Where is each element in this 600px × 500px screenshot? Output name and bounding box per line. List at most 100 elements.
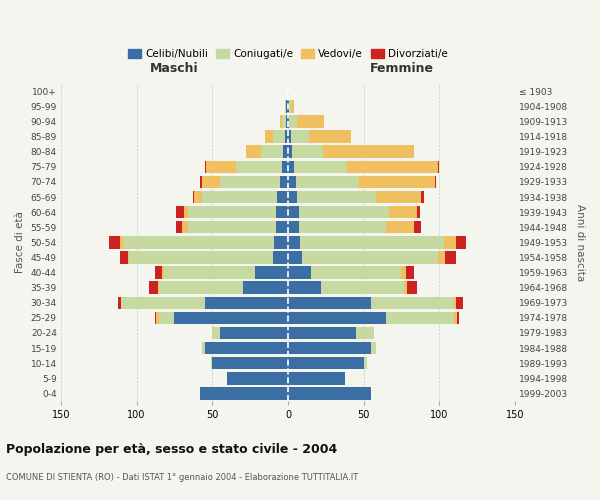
Bar (202, 176, 220, 188)
Bar (288, 282, 321, 294)
Bar (288, 342, 371, 354)
Bar (364, 357, 367, 370)
Bar (188, 221, 276, 234)
Bar (212, 327, 220, 339)
Bar (389, 206, 416, 218)
Bar (386, 221, 413, 234)
Bar (454, 312, 457, 324)
Bar (118, 296, 121, 309)
Bar (276, 221, 288, 234)
Bar (202, 191, 277, 203)
Bar (163, 266, 164, 278)
Bar (401, 266, 406, 278)
Bar (321, 282, 404, 294)
Legend: Celibi/Nubili, Coniugati/e, Vedovi/e, Divorziati/e: Celibi/Nubili, Coniugati/e, Vedovi/e, Di… (124, 44, 452, 63)
Bar (120, 251, 128, 264)
Y-axis label: Fasce di età: Fasce di età (15, 212, 25, 274)
Bar (288, 357, 364, 370)
Bar (276, 206, 288, 218)
Bar (188, 206, 276, 218)
Bar (212, 357, 288, 370)
Bar (205, 160, 206, 173)
Bar (288, 387, 371, 400)
Bar (297, 116, 324, 128)
Bar (242, 282, 288, 294)
Bar (288, 116, 289, 128)
Bar (288, 327, 356, 339)
Bar (292, 146, 323, 158)
Bar (245, 146, 261, 158)
Bar (280, 116, 282, 128)
Bar (323, 146, 413, 158)
Bar (205, 296, 288, 309)
Bar (176, 206, 184, 218)
Bar (206, 160, 236, 173)
Bar (356, 327, 374, 339)
Text: Femmine: Femmine (370, 62, 433, 74)
Bar (289, 116, 297, 128)
Bar (445, 251, 456, 264)
Bar (205, 342, 288, 354)
Bar (236, 160, 282, 173)
Text: Maschi: Maschi (150, 62, 199, 74)
Bar (155, 266, 163, 278)
Bar (407, 282, 416, 294)
Bar (288, 372, 346, 384)
Bar (309, 130, 352, 143)
Bar (121, 296, 205, 309)
Bar (254, 266, 288, 278)
Bar (123, 236, 274, 248)
Bar (202, 342, 205, 354)
Bar (128, 251, 129, 264)
Bar (300, 236, 444, 248)
Bar (200, 176, 202, 188)
Bar (280, 176, 288, 188)
Bar (288, 266, 311, 278)
Bar (193, 191, 194, 203)
Bar (288, 296, 371, 309)
Bar (282, 116, 286, 128)
Bar (274, 236, 288, 248)
Bar (109, 236, 120, 248)
Bar (457, 312, 459, 324)
Bar (288, 146, 292, 158)
Bar (273, 130, 285, 143)
Bar (288, 236, 300, 248)
Bar (160, 282, 242, 294)
Bar (413, 221, 421, 234)
Bar (157, 312, 160, 324)
Bar (158, 282, 160, 294)
Bar (299, 206, 389, 218)
Bar (194, 191, 202, 203)
Bar (282, 160, 288, 173)
Bar (288, 221, 299, 234)
Bar (285, 100, 286, 112)
Bar (175, 312, 288, 324)
Bar (227, 372, 288, 384)
Bar (302, 251, 438, 264)
Bar (200, 387, 288, 400)
Bar (371, 342, 376, 354)
Bar (265, 130, 273, 143)
Bar (371, 296, 454, 309)
Bar (184, 206, 188, 218)
Bar (286, 116, 288, 128)
Bar (129, 251, 273, 264)
Text: COMUNE DI STIENTA (RO) - Dati ISTAT 1° gennaio 2004 - Elaborazione TUTTITALIA.IT: COMUNE DI STIENTA (RO) - Dati ISTAT 1° g… (6, 472, 358, 482)
Bar (149, 282, 158, 294)
Bar (211, 357, 212, 370)
Bar (296, 176, 359, 188)
Bar (164, 266, 254, 278)
Bar (288, 251, 302, 264)
Bar (288, 176, 296, 188)
Bar (311, 266, 401, 278)
Bar (155, 312, 157, 324)
Bar (359, 176, 435, 188)
Bar (438, 160, 439, 173)
Bar (286, 100, 288, 112)
Bar (444, 236, 456, 248)
Bar (160, 312, 175, 324)
Bar (277, 191, 288, 203)
Bar (456, 296, 463, 309)
Bar (404, 282, 407, 294)
